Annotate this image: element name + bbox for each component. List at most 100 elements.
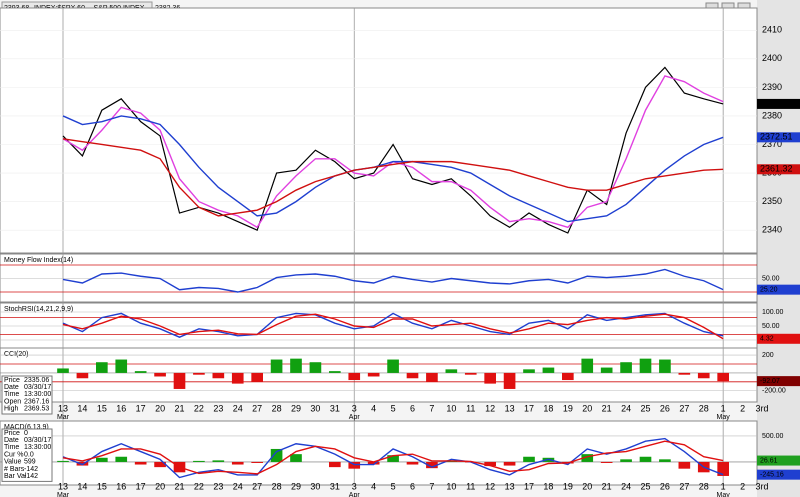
month-label: Apr — [349, 414, 361, 421]
histogram-bar — [231, 461, 244, 465]
x-tick-label: 21 — [174, 403, 184, 413]
histogram-bar — [503, 372, 516, 389]
histogram-bar — [290, 358, 302, 373]
x-tick-label: 27 — [679, 403, 689, 413]
value-tag-label: 2361.32 — [760, 164, 793, 174]
histogram-bar — [348, 461, 361, 469]
x-tick-label: 17 — [524, 403, 534, 413]
month-label: Apr — [349, 492, 361, 497]
panel-title: MACD(6,13,9) — [4, 424, 49, 431]
x-tick-label: 20 — [582, 481, 592, 491]
x-tick-label: 17 — [136, 403, 146, 413]
info-value: -142 — [24, 466, 38, 473]
histogram-bar — [639, 358, 652, 373]
x-tick-label: 24 — [621, 403, 631, 413]
histogram-bar — [426, 372, 438, 382]
y-tick-label: -200.00 — [762, 388, 786, 395]
x-tick-label: 11 — [466, 403, 475, 413]
x-tick-label: 25 — [640, 403, 650, 413]
series-line — [62, 312, 724, 338]
value-tag — [757, 469, 800, 480]
value-tag-label: 25.20 — [760, 287, 778, 294]
info-label: Cur % — [4, 451, 23, 458]
histogram-bar — [329, 371, 341, 373]
x-tick-label: 13 — [58, 481, 68, 491]
histogram-bar — [212, 460, 225, 462]
info-label: High — [4, 406, 19, 413]
info-value: 2335.06 — [24, 377, 49, 384]
x-tick-label: 10 — [446, 403, 456, 413]
x-tick-label: 18 — [543, 403, 553, 413]
y-tick-label: 50.00 — [762, 275, 780, 282]
info-label: Price — [4, 430, 20, 437]
value-tag-label: -245.16 — [760, 472, 784, 479]
x-tick-label: 19 — [563, 403, 573, 413]
value-tag-label: -92.07 — [760, 378, 780, 385]
x-tick-label: 20 — [582, 403, 592, 413]
x-tick-label: 11 — [466, 481, 475, 491]
x-tick-label: 26 — [660, 481, 670, 491]
value-tag — [757, 132, 800, 143]
x-tick-label: 2 — [740, 403, 745, 413]
x-tick-label: 23 — [213, 403, 223, 413]
histogram-bar — [309, 362, 322, 373]
x-tick-label: 17 — [524, 481, 534, 491]
histogram-bar — [600, 461, 613, 463]
panel — [0, 420, 758, 486]
x-tick-label: 16 — [116, 403, 126, 413]
histogram-bar — [620, 362, 632, 373]
x-tick-label: 4 — [371, 481, 376, 491]
histogram-bar — [678, 461, 691, 469]
histogram-bar — [193, 372, 205, 375]
info-value: 03/30/17 — [24, 437, 51, 444]
histogram-bar — [173, 372, 186, 389]
info-value: 03/30/17 — [24, 384, 51, 391]
histogram-bar — [678, 372, 691, 375]
info-label: Open — [4, 398, 21, 405]
info-value: 13:30:00 — [24, 391, 51, 398]
y-tick-label: 2410 — [762, 25, 782, 35]
histogram-bar — [464, 372, 477, 375]
x-tick-label: 12 — [485, 403, 495, 413]
x-tick-label: 3 — [352, 403, 357, 413]
panel-title: Money Flow Index(14) — [4, 257, 73, 264]
info-label: Value — [4, 459, 21, 466]
histogram-bar — [270, 359, 283, 373]
histogram-bar — [426, 461, 438, 469]
x-tick-label: 30 — [310, 481, 320, 491]
histogram-bar — [290, 454, 302, 462]
y-tick-label: 100.00 — [762, 309, 784, 316]
x-tick-label: 10 — [446, 481, 456, 491]
histogram-bar — [562, 372, 574, 381]
x-tick-label: 28 — [272, 481, 282, 491]
x-tick-label: 20 — [155, 403, 165, 413]
histogram-bar — [57, 460, 69, 462]
histogram-bar — [620, 459, 632, 462]
series-line — [62, 66, 724, 234]
x-tick-label: 5 — [391, 403, 396, 413]
value-tag — [757, 284, 800, 295]
x-tick-label: 3 — [352, 481, 357, 491]
histogram-bar — [503, 461, 516, 466]
histogram-bar — [367, 461, 380, 465]
x-tick-label: 26 — [660, 403, 670, 413]
info-value: 2369.53 — [24, 406, 49, 413]
histogram-bar — [659, 459, 671, 462]
x-tick-label: 1 — [721, 481, 726, 491]
histogram-bar — [659, 359, 671, 373]
histogram-bar — [115, 359, 128, 373]
x-tick-label: 27 — [679, 481, 689, 491]
y-tick-label: 2350 — [762, 196, 782, 206]
info-value: 0 — [24, 430, 28, 437]
x-tick-label: 6 — [410, 403, 415, 413]
histogram-bar — [445, 369, 458, 373]
series-line — [62, 440, 724, 475]
y-tick-label: 2390 — [762, 82, 782, 92]
x-tick-label: 27 — [252, 481, 262, 491]
x-tick-label: 31 — [330, 481, 340, 491]
x-tick-label: 15 — [97, 403, 107, 413]
histogram-bar — [96, 457, 108, 462]
value-tag — [757, 455, 800, 466]
histogram-bar — [251, 461, 263, 463]
value-tag — [757, 376, 800, 387]
